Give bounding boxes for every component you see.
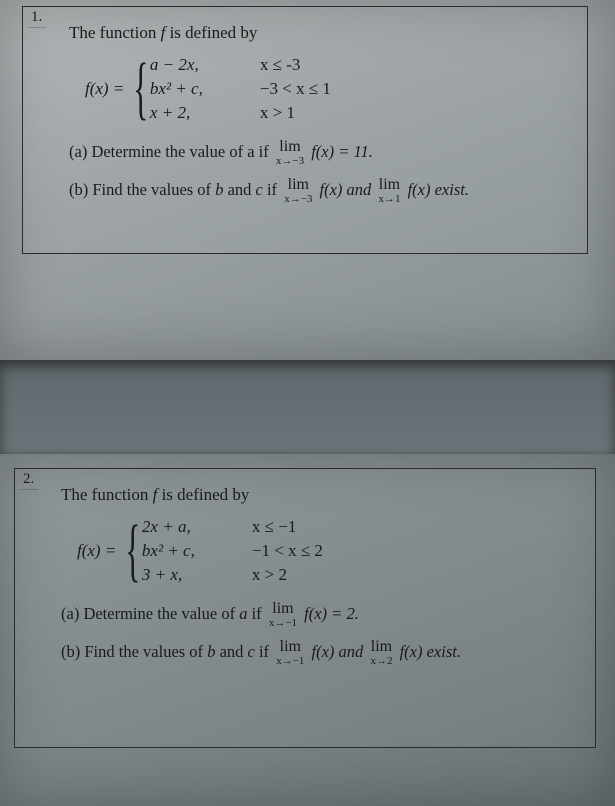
- q2-b-label: (b) Find the values of: [61, 642, 207, 661]
- lim-text: lim: [279, 139, 300, 155]
- q1-b-lim2: lim x→1: [378, 177, 400, 205]
- q1-brace: {: [134, 59, 149, 119]
- q2-a-lim-sub: x→−1: [269, 618, 297, 629]
- q2-b-if: if: [259, 642, 273, 661]
- paper-gap: [0, 360, 615, 454]
- question-1-number: 1.: [29, 9, 46, 28]
- q1-intro-pre: The function: [69, 23, 161, 42]
- lim-text: lim: [288, 177, 309, 193]
- q2-fx: f(x) =: [77, 541, 116, 561]
- q2-b-and1: and: [220, 642, 248, 661]
- q2-intro: The function f is defined by: [61, 483, 577, 507]
- q2-case-1-cond: x ≤ −1: [252, 517, 296, 537]
- q2-a-if: if: [252, 604, 266, 623]
- q1-b-lim1: lim x→−3: [284, 177, 312, 205]
- q1-piecewise: f(x) = { a − 2x, x ≤ -3 bx² + c, −3 < x …: [85, 55, 569, 123]
- q1-a-label: (a) Determine the value of a if: [69, 142, 273, 161]
- q1-b-lim2-sub: x→1: [378, 194, 400, 205]
- q1-a-lim: lim x→−3: [276, 139, 304, 167]
- q2-piecewise: f(x) = { 2x + a, x ≤ −1 bx² + c, −1 < x …: [77, 517, 577, 585]
- q2-intro-f: f: [153, 485, 158, 504]
- q2-case-3-expr: 3 + x,: [142, 565, 238, 585]
- q1-b-if: if: [267, 180, 281, 199]
- q1-b-var: b: [215, 180, 223, 199]
- lim-text: lim: [379, 177, 400, 193]
- q2-intro-pre: The function: [61, 485, 153, 504]
- question-1-box: 1. The function f is defined by f(x) = {…: [22, 6, 588, 254]
- q1-part-b: (b) Find the values of b and c if lim x→…: [69, 177, 569, 205]
- q1-b-end: f(x) exist.: [408, 180, 469, 199]
- q1-case-2: bx² + c, −3 < x ≤ 1: [150, 79, 331, 99]
- lim-text: lim: [280, 639, 301, 655]
- lim-text: lim: [272, 601, 293, 617]
- q2-c-var: c: [248, 642, 255, 661]
- q1-b-and1: and: [228, 180, 256, 199]
- q2-case-1-expr: 2x + a,: [142, 517, 238, 537]
- q2-b-mid: f(x) and: [312, 642, 368, 661]
- lim-text: lim: [371, 639, 392, 655]
- q2-intro-post: is defined by: [162, 485, 250, 504]
- q1-b-label: (b) Find the values of: [69, 180, 215, 199]
- q2-b-var: b: [207, 642, 215, 661]
- q2-case-3-cond: x > 2: [252, 565, 287, 585]
- q2-b-end: f(x) exist.: [400, 642, 461, 661]
- q1-a-lim-sub: x→−3: [276, 156, 304, 167]
- q1-fx: f(x) =: [85, 79, 124, 99]
- q1-case-3: x + 2, x > 1: [150, 103, 331, 123]
- q2-b-lim2: lim x→2: [370, 639, 392, 667]
- q1-intro-f: f: [161, 23, 166, 42]
- question-2-number: 2.: [21, 471, 38, 490]
- q1-b-mid: f(x) and: [320, 180, 376, 199]
- q2-a-lim: lim x→−1: [269, 601, 297, 629]
- q2-a-after: f(x) = 2.: [304, 604, 359, 623]
- q2-part-a: (a) Determine the value of a if lim x→−1…: [61, 601, 577, 629]
- q1-a-after: f(x) = 11.: [311, 142, 373, 161]
- q1-case-2-expr: bx² + c,: [150, 79, 246, 99]
- q2-part-b: (b) Find the values of b and c if lim x→…: [61, 639, 577, 667]
- q2-b-lim2-sub: x→2: [370, 656, 392, 667]
- q1-case-1: a − 2x, x ≤ -3: [150, 55, 331, 75]
- q1-case-3-cond: x > 1: [260, 103, 295, 123]
- q2-case-3: 3 + x, x > 2: [142, 565, 323, 585]
- q1-part-a: (a) Determine the value of a if lim x→−3…: [69, 139, 569, 167]
- q2-a-label: (a) Determine the value of: [61, 604, 239, 623]
- q2-cases: 2x + a, x ≤ −1 bx² + c, −1 < x ≤ 2 3 + x…: [142, 517, 323, 585]
- q2-brace: {: [126, 521, 141, 581]
- q2-case-2: bx² + c, −1 < x ≤ 2: [142, 541, 323, 561]
- q1-case-2-cond: −3 < x ≤ 1: [260, 79, 331, 99]
- q2-b-lim1: lim x→−1: [276, 639, 304, 667]
- q2-case-2-cond: −1 < x ≤ 2: [252, 541, 323, 561]
- q1-cases: a − 2x, x ≤ -3 bx² + c, −3 < x ≤ 1 x + 2…: [150, 55, 331, 123]
- q1-b-lim1-sub: x→−3: [284, 194, 312, 205]
- question-2-box: 2. The function f is defined by f(x) = {…: [14, 468, 596, 748]
- q2-case-1: 2x + a, x ≤ −1: [142, 517, 323, 537]
- q2-b-lim1-sub: x→−1: [276, 656, 304, 667]
- q1-intro-post: is defined by: [170, 23, 258, 42]
- q1-case-1-cond: x ≤ -3: [260, 55, 301, 75]
- q2-a-var: a: [239, 604, 247, 623]
- q1-c-var: c: [256, 180, 263, 199]
- q1-case-1-expr: a − 2x,: [150, 55, 246, 75]
- q1-intro: The function f is defined by: [69, 21, 569, 45]
- q1-case-3-expr: x + 2,: [150, 103, 246, 123]
- q2-case-2-expr: bx² + c,: [142, 541, 238, 561]
